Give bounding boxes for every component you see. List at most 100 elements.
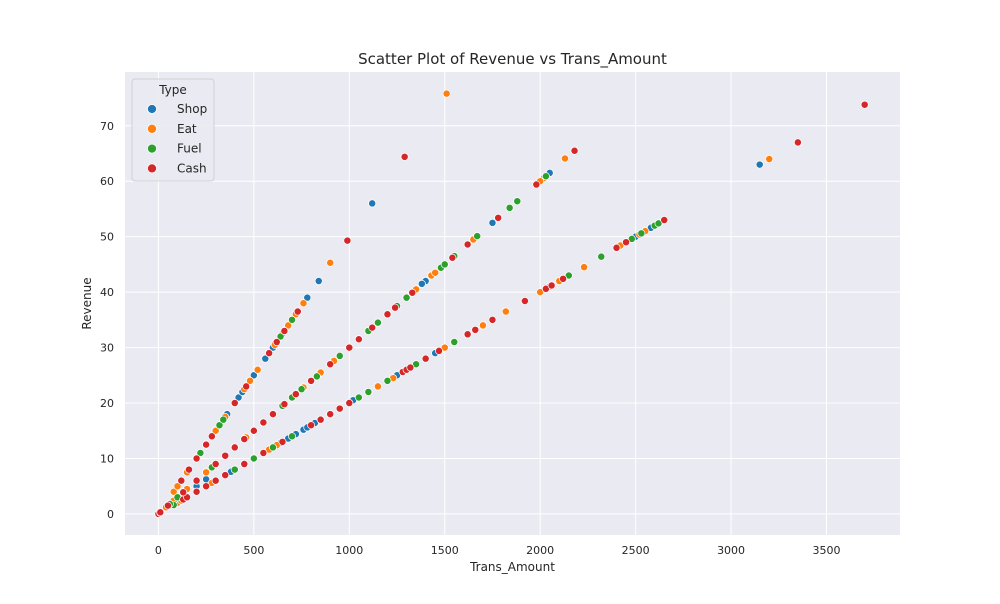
data-point-cash	[192, 476, 201, 485]
data-point-cash	[280, 400, 289, 409]
data-point-eat	[373, 382, 382, 391]
y-tick-label: 0	[107, 508, 114, 521]
data-point-cash	[400, 152, 409, 161]
x-tick-label: 0	[155, 544, 162, 557]
data-point-eat	[202, 468, 211, 477]
legend-label-eat: Eat	[177, 122, 197, 136]
data-point-eat	[478, 321, 487, 330]
data-point-eat	[246, 376, 254, 385]
data-point-fuel	[364, 387, 373, 396]
legend-label-cash: Cash	[177, 161, 207, 175]
data-point-cash	[463, 330, 472, 339]
data-point-fuel	[383, 376, 392, 385]
data-point-cash	[240, 460, 249, 468]
data-point-shop	[303, 293, 312, 302]
data-point-fuel	[541, 172, 550, 181]
data-point-cash	[202, 440, 211, 449]
data-point-cash	[192, 487, 201, 496]
data-point-cash	[345, 399, 354, 407]
data-point-fuel	[196, 448, 205, 457]
legend-label-shop: Shop	[177, 102, 207, 116]
x-tick-label: 1000	[335, 544, 363, 557]
data-point-cash	[343, 236, 352, 245]
chart-title: Scatter Plot of Revenue vs Trans_Amount	[358, 50, 667, 69]
data-point-cash	[249, 426, 258, 435]
data-point-shop	[368, 199, 377, 208]
data-point-cash	[192, 454, 201, 463]
legend-title: Type	[158, 83, 187, 97]
data-point-cash	[242, 382, 251, 391]
data-point-cash	[230, 443, 239, 452]
data-point-cash	[368, 323, 377, 332]
x-tick-label: 3500	[813, 544, 841, 557]
data-point-fuel	[440, 260, 449, 269]
data-point-cash	[163, 501, 172, 510]
data-point-cash	[221, 471, 230, 480]
data-point-cash	[268, 410, 277, 419]
data-point-fuel	[354, 393, 363, 402]
legend-label-fuel: Fuel	[177, 142, 202, 156]
data-point-shop	[488, 218, 497, 227]
data-point-fuel	[402, 293, 411, 302]
data-point-cash	[211, 460, 220, 468]
data-point-cash	[265, 349, 274, 358]
data-point-fuel	[288, 432, 296, 441]
y-tick-labels: 0 10 20 30 40 50 60 70	[100, 120, 114, 521]
data-point-cash	[463, 240, 472, 249]
data-point-cash	[177, 476, 186, 485]
data-point-fuel	[473, 232, 482, 241]
y-axis-label: Revenue	[80, 277, 94, 329]
data-point-cash	[494, 213, 503, 222]
y-tick-label: 10	[100, 452, 114, 465]
data-point-fuel	[268, 443, 277, 452]
data-point-cash	[471, 325, 480, 334]
data-point-fuel	[219, 415, 228, 424]
data-point-cash	[307, 421, 316, 430]
data-point-eat	[440, 343, 449, 352]
data-point-shop	[234, 393, 243, 402]
data-point-cash	[435, 346, 443, 355]
data-point-fuel	[564, 271, 573, 280]
data-point-eat	[169, 487, 178, 496]
data-point-cash	[259, 448, 268, 457]
data-point-cash	[221, 451, 230, 460]
y-tick-label: 40	[100, 286, 114, 299]
data-point-cash	[448, 253, 457, 262]
y-tick-label: 60	[100, 175, 114, 188]
data-point-shop	[314, 277, 323, 285]
data-point-fuel	[249, 454, 258, 463]
gridlines	[125, 72, 900, 535]
data-point-cash	[547, 281, 556, 290]
data-point-cash	[156, 508, 165, 517]
data-points	[154, 89, 869, 518]
data-point-cash	[184, 465, 193, 474]
data-point-eat	[561, 154, 569, 163]
data-point-eat	[253, 365, 262, 374]
data-point-cash	[280, 327, 289, 335]
x-tick-label: 2500	[622, 544, 650, 557]
data-point-eat	[442, 89, 451, 98]
data-point-cash	[383, 310, 392, 319]
data-point-shop	[261, 354, 270, 363]
x-tick-labels: 0 500 1000 1500 2000 2500 3000 3500	[155, 544, 841, 557]
y-tick-label: 70	[100, 120, 114, 133]
data-point-cash	[211, 476, 220, 485]
data-point-cash	[408, 288, 417, 297]
data-point-cash	[326, 410, 335, 419]
data-point-cash	[278, 437, 287, 446]
data-point-fuel	[215, 421, 224, 430]
data-point-cash	[354, 335, 363, 344]
data-point-cash	[335, 404, 344, 413]
data-point-fuel	[312, 372, 321, 381]
data-point-cash	[559, 274, 568, 283]
data-point-cash	[307, 376, 316, 385]
data-point-eat	[765, 155, 774, 164]
x-tick-label: 1500	[431, 544, 459, 557]
data-point-fuel	[373, 318, 382, 327]
y-tick-label: 30	[100, 342, 114, 355]
legend-marker-eat	[147, 123, 157, 134]
data-point-cash	[520, 297, 529, 305]
data-point-fuel	[505, 203, 514, 212]
